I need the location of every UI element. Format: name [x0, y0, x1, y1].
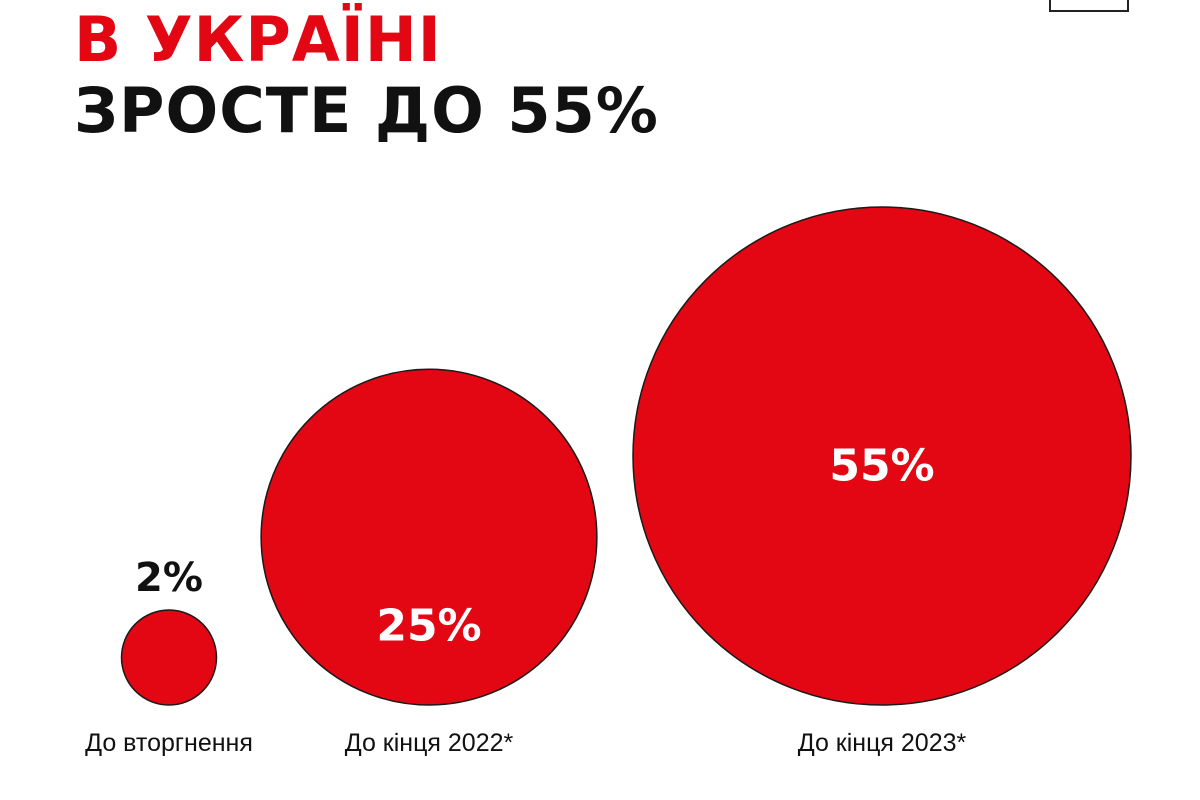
- corner-logo-icon: [1049, 0, 1129, 12]
- value-labels-layer: 2% 25% 55%: [135, 441, 935, 652]
- title-line-2: ЗРОСТЕ ДО 55%: [74, 74, 659, 147]
- bubble-2: [260, 368, 598, 706]
- category-labels-layer: До вторгнення До кінця 2022* До кінця 2023…: [85, 729, 966, 757]
- category-label-1: До вторгнення: [85, 729, 253, 757]
- bubble-1: [120, 609, 218, 706]
- category-label-3: До кінця 2023*: [798, 729, 967, 757]
- category-label-2: До кінця 2022*: [345, 729, 514, 757]
- value-label-2: 25%: [376, 601, 481, 652]
- bubble-3: [632, 206, 1132, 706]
- value-label-3: 55%: [829, 441, 934, 492]
- value-label-1: 2%: [135, 555, 203, 601]
- bubbles-layer: [120, 206, 1132, 706]
- title-line-1: В УКРАЇНІ: [74, 3, 442, 76]
